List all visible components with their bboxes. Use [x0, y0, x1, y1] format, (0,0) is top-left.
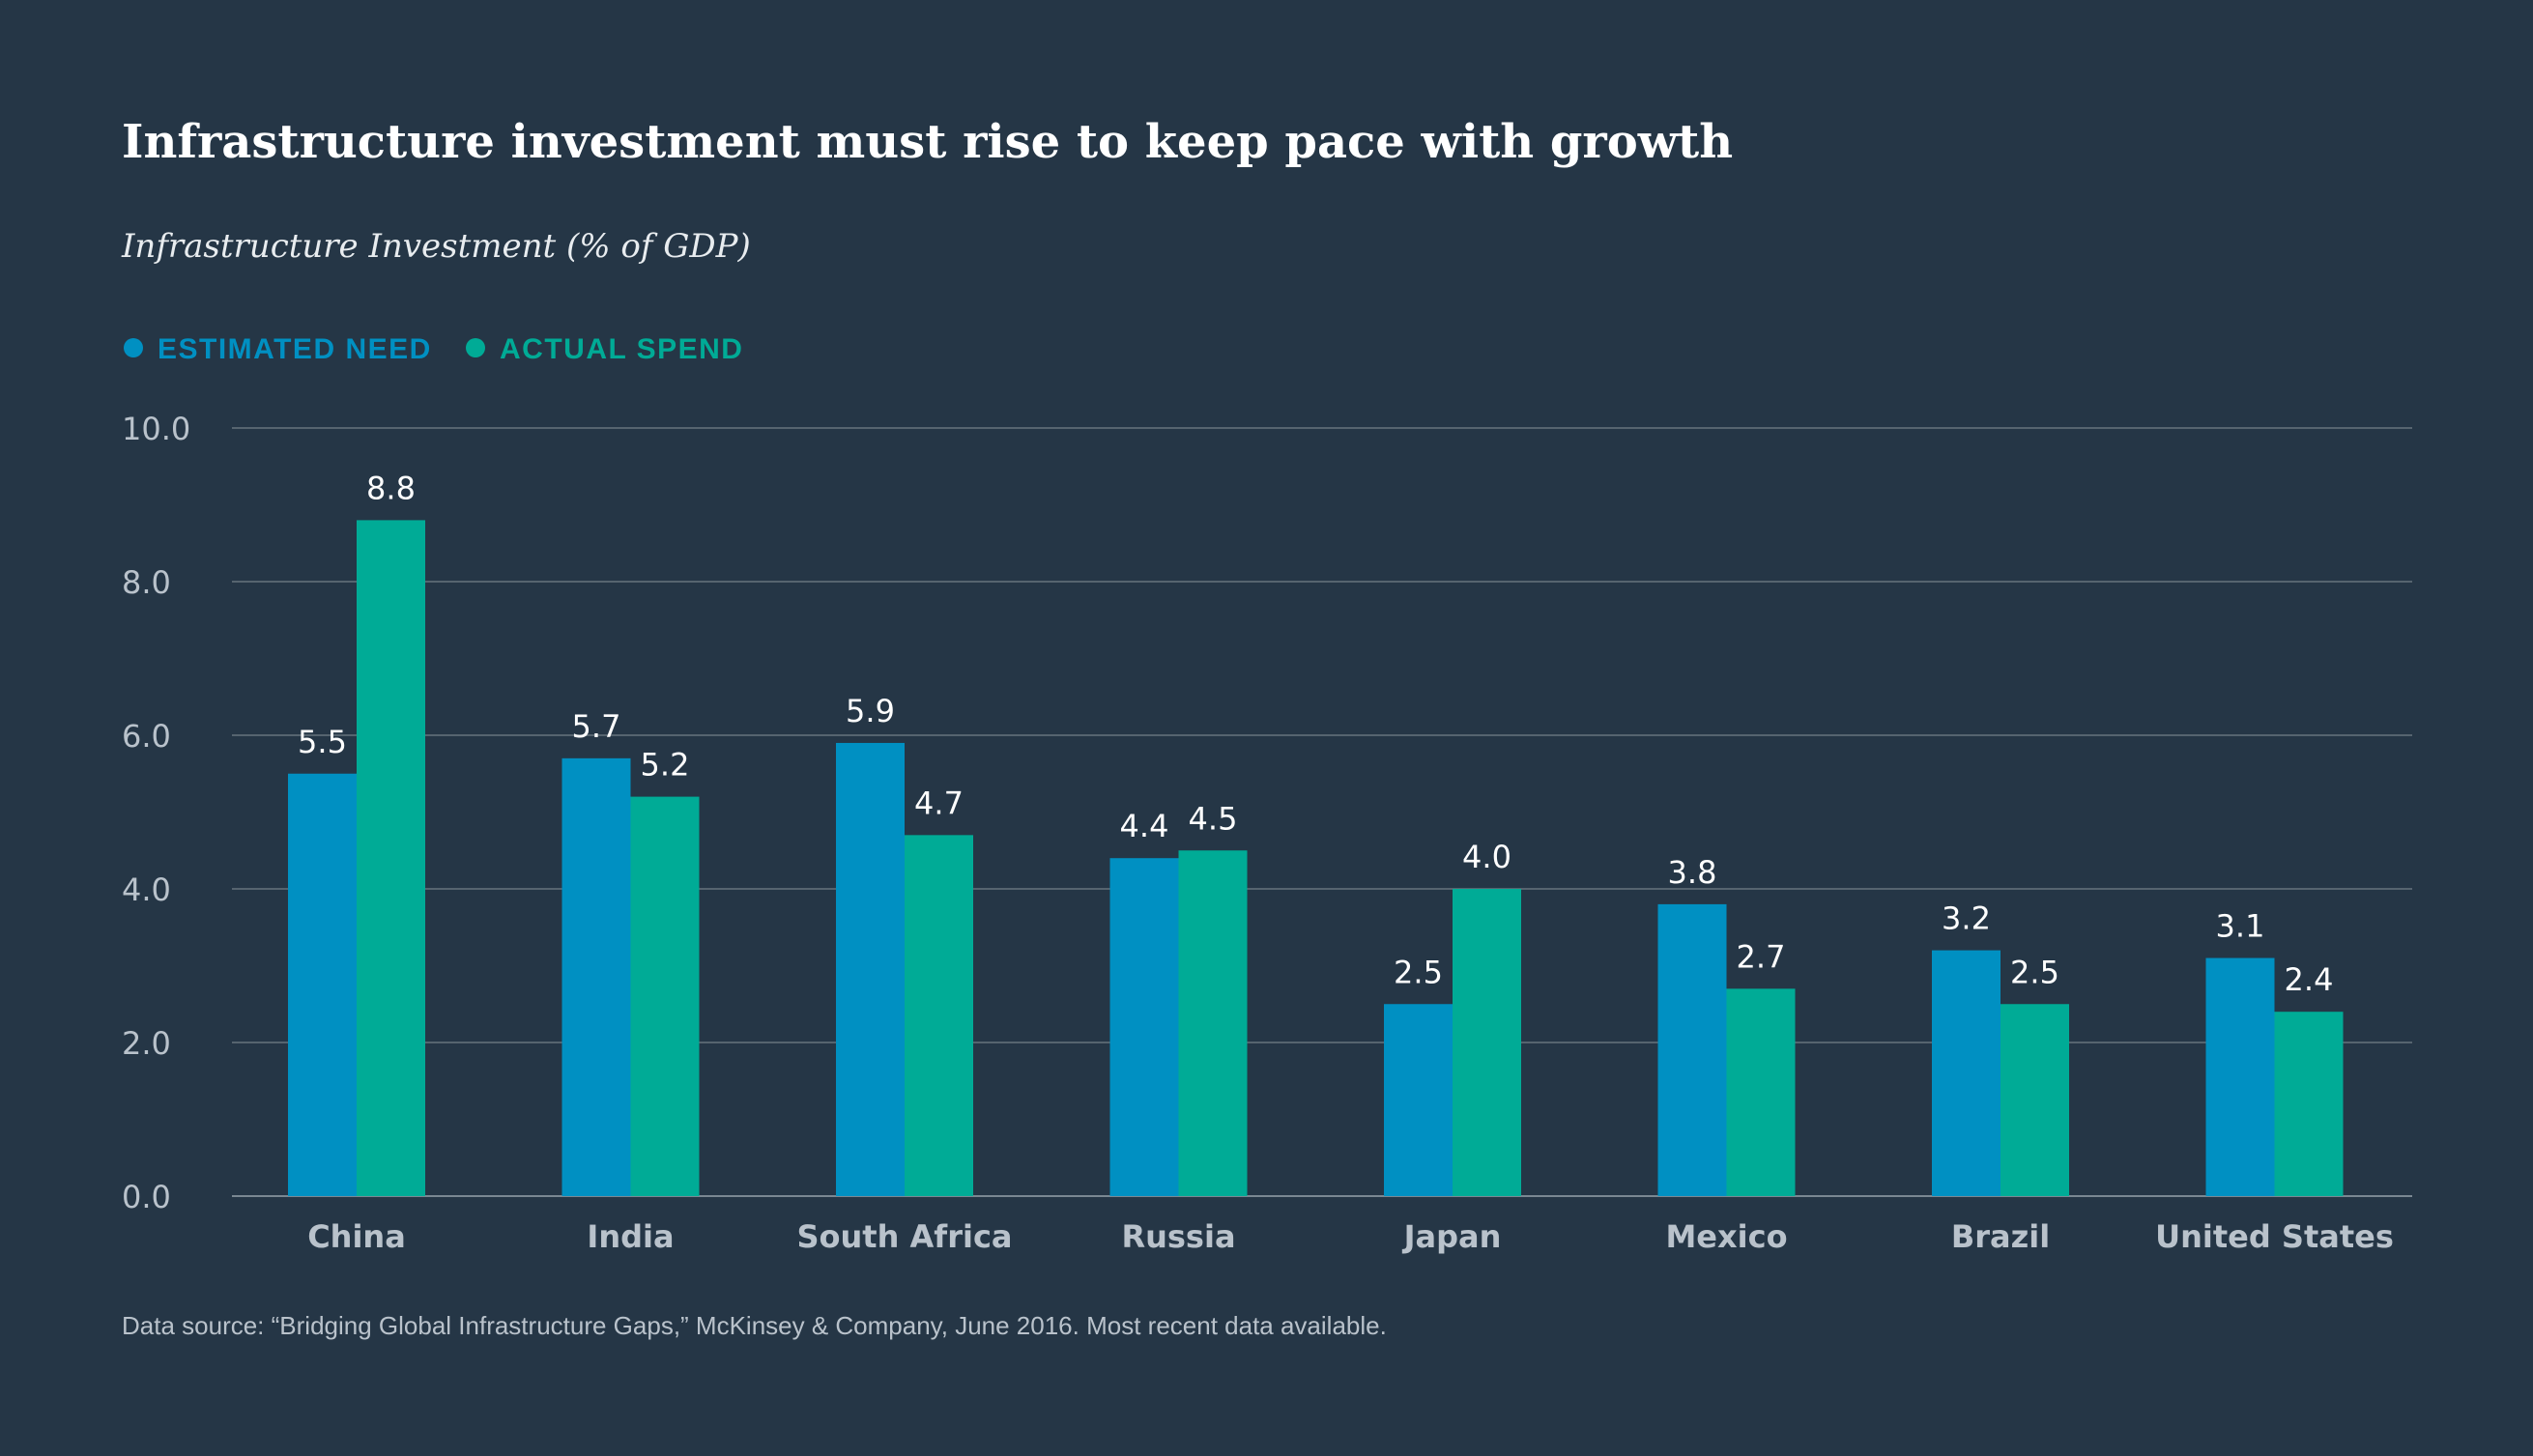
bar-estimated-need: [1109, 858, 1179, 1196]
x-category-label: Brazil: [1951, 1218, 2050, 1255]
bar-actual-spend: [1453, 889, 1521, 1196]
x-category-label: China: [307, 1218, 406, 1255]
data-label-estimated-need: 5.7: [572, 708, 621, 745]
data-label-actual-spend: 2.7: [1737, 938, 1786, 975]
bars: [288, 520, 2344, 1196]
bar-estimated-need: [1384, 1004, 1453, 1196]
y-tick-label: 0.0: [122, 1179, 171, 1215]
y-tick-label: 2.0: [122, 1025, 171, 1062]
legend: ESTIMATED NEED ACTUAL SPEND: [124, 333, 743, 365]
data-label-actual-spend: 8.8: [366, 470, 416, 506]
data-label-estimated-need: 5.5: [298, 724, 347, 760]
x-category-label: Russia: [1121, 1218, 1235, 1255]
bar-actual-spend: [630, 796, 700, 1196]
y-tick-label: 8.0: [122, 564, 171, 601]
data-label-actual-spend: 4.0: [1462, 839, 1511, 875]
data-label-actual-spend: 4.5: [1189, 800, 1238, 837]
data-label-estimated-need: 4.4: [1120, 808, 1169, 844]
data-label-actual-spend: 5.2: [641, 747, 690, 784]
data-label-estimated-need: 3.8: [1668, 854, 1717, 891]
bar-actual-spend: [1178, 850, 1248, 1196]
bar-estimated-need: [288, 773, 357, 1196]
x-category-label: South Africa: [796, 1218, 1012, 1255]
y-tick-label: 4.0: [122, 871, 171, 908]
data-label-actual-spend: 2.4: [2285, 961, 2334, 998]
gridlines: [232, 427, 2412, 1197]
chart-subtitle: Infrastructure Investment (% of GDP): [121, 227, 751, 266]
legend-marker-estimated-need: [124, 338, 143, 357]
bar-estimated-need: [836, 742, 905, 1196]
data-label-estimated-need: 3.1: [2216, 908, 2265, 945]
bar-estimated-need: [1657, 903, 1727, 1196]
legend-label-actual-spend: ACTUAL SPEND: [500, 333, 743, 365]
x-category-label: Japan: [1402, 1218, 1502, 1255]
x-category-label: India: [587, 1218, 674, 1255]
legend-label-estimated-need: ESTIMATED NEED: [158, 333, 432, 365]
y-tick-label: 6.0: [122, 718, 171, 755]
data-label-estimated-need: 5.9: [846, 693, 895, 729]
y-tick-label: 10.0: [122, 411, 190, 447]
data-labels: 5.5 8.8 5.7 5.2 5.9 4.7 4.4 4.5 2.5 4.0 3.8 2.7 3.2 2…: [298, 470, 2333, 998]
bar-estimated-need: [561, 757, 631, 1196]
data-source-note: Data source: “Bridging Global Infrastruc…: [122, 1311, 1387, 1340]
x-axis-category-labels: China India South Africa Russia Japan Mexico B…: [307, 1218, 2394, 1255]
bar-actual-spend: [2000, 1004, 2069, 1196]
x-category-label: United States: [2155, 1218, 2394, 1255]
bar-actual-spend: [905, 835, 973, 1196]
bar-estimated-need: [2205, 957, 2275, 1196]
bar-estimated-need: [1932, 950, 2000, 1196]
data-label-estimated-need: 3.2: [1942, 900, 1991, 937]
bar-actual-spend: [1726, 988, 1796, 1196]
data-label-actual-spend: 2.5: [2010, 954, 2059, 990]
data-label-estimated-need: 2.5: [1394, 954, 1443, 990]
bar-actual-spend: [357, 520, 425, 1196]
legend-marker-actual-spend: [466, 338, 485, 357]
chart-title: Infrastructure investment must rise to k…: [122, 115, 1733, 169]
x-category-label: Mexico: [1665, 1218, 1787, 1255]
data-label-actual-spend: 4.7: [914, 785, 964, 821]
y-axis-tick-labels: 0.0 2.0 4.0 6.0 8.0 10.0: [122, 411, 190, 1215]
bar-actual-spend: [2274, 1012, 2344, 1196]
